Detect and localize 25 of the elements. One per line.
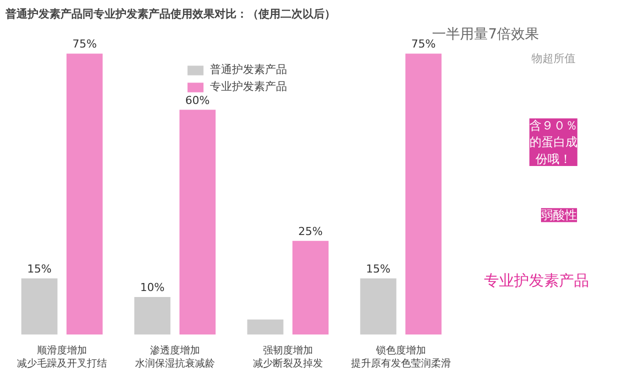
text: 物超所值 xyxy=(531,52,576,65)
chart-title: 普通护发素产品同专业护发素产品使用效果对比：（使用二次以后） xyxy=(4,8,336,20)
text: 专业护发素产品 xyxy=(484,272,589,290)
data-label: 60% xyxy=(185,94,210,107)
legend-label: 普通护发素产品 xyxy=(210,62,287,77)
x-tick-label: 顺滑度增加减少毛躁及开叉打结 xyxy=(16,344,107,370)
text: 含９０％的蛋白成份哦！ xyxy=(529,118,578,166)
text: 弱酸性 xyxy=(541,208,578,222)
bar xyxy=(292,240,329,334)
bar xyxy=(21,278,58,334)
data-label: 15% xyxy=(366,262,391,276)
bar xyxy=(405,54,442,334)
x-tick-label: 锁色度增加提升原有发色莹润柔滑 xyxy=(350,344,451,370)
data-label: 25% xyxy=(298,224,323,238)
data-label: 10% xyxy=(140,281,165,294)
data-label: 75% xyxy=(72,38,97,51)
bar xyxy=(179,110,216,334)
bar xyxy=(66,54,103,334)
bar xyxy=(247,320,284,334)
x-tick-label: 渗透度增加水润保湿抗衰减龄 xyxy=(134,344,215,370)
legend-label: 专业护发素产品 xyxy=(210,79,287,94)
bar xyxy=(360,278,396,334)
x-tick-label: 强韧度增加减少断裂及掉发 xyxy=(252,344,323,370)
data-label: 15% xyxy=(27,262,52,276)
bar xyxy=(134,297,170,334)
